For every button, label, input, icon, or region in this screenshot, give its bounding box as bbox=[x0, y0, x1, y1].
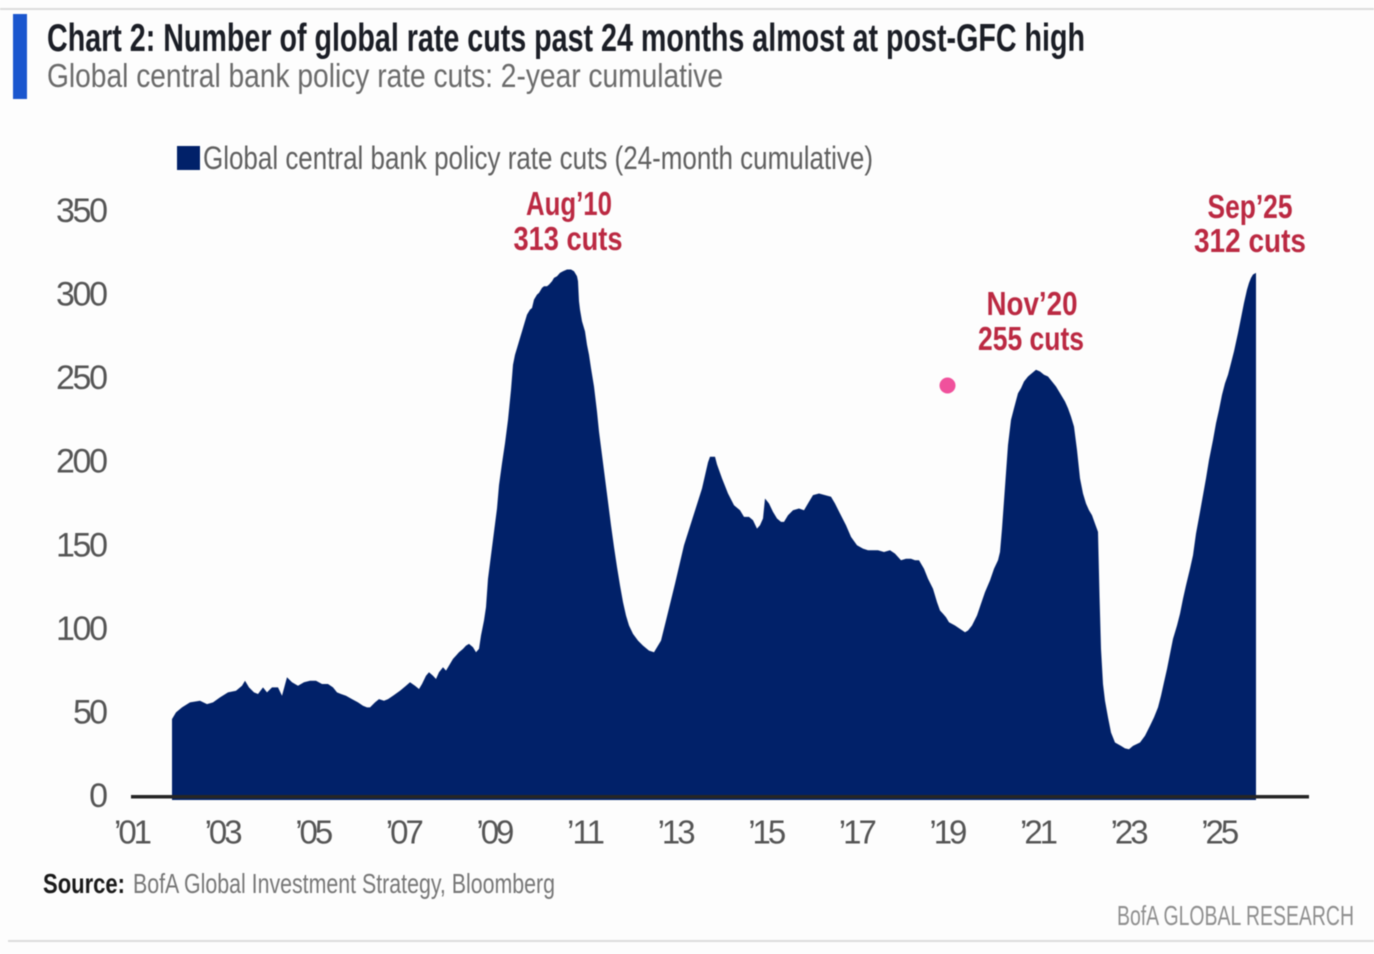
svg-text:50: 50 bbox=[73, 693, 108, 731]
svg-text:’07: ’07 bbox=[386, 814, 424, 851]
svg-text:Global central bank policy rat: Global central bank policy rate cuts (24… bbox=[203, 140, 873, 176]
svg-text:’21: ’21 bbox=[1020, 814, 1058, 851]
svg-text:250: 250 bbox=[56, 359, 108, 397]
svg-text:’11: ’11 bbox=[567, 814, 605, 851]
svg-text:’09: ’09 bbox=[476, 814, 514, 851]
svg-text:312 cuts: 312 cuts bbox=[1194, 222, 1306, 259]
svg-text:’17: ’17 bbox=[839, 814, 877, 851]
svg-text:Source:BofA Global Investment: Source: BofA Global Investment Strategy, … bbox=[43, 868, 555, 899]
svg-text:’15: ’15 bbox=[748, 814, 786, 851]
svg-text:150: 150 bbox=[56, 526, 108, 564]
svg-text:’23: ’23 bbox=[1111, 814, 1149, 851]
svg-text:’19: ’19 bbox=[929, 814, 967, 851]
svg-text:Aug’10: Aug’10 bbox=[526, 185, 612, 222]
svg-text:’01: ’01 bbox=[114, 814, 152, 851]
svg-text:’25: ’25 bbox=[1201, 814, 1239, 851]
svg-text:Chart 2: Number of global rate: Chart 2: Number of global rate cuts past… bbox=[47, 17, 1085, 60]
svg-text:350: 350 bbox=[56, 192, 108, 230]
svg-text:100: 100 bbox=[56, 610, 108, 648]
svg-text:Nov’20: Nov’20 bbox=[987, 285, 1078, 322]
svg-text:Global central bank policy rat: Global central bank policy rate cuts: 2-… bbox=[47, 57, 723, 94]
svg-text:Sep’25: Sep’25 bbox=[1208, 188, 1293, 225]
svg-text:’05: ’05 bbox=[295, 814, 333, 851]
svg-text:313 cuts: 313 cuts bbox=[514, 220, 623, 257]
svg-text:’13: ’13 bbox=[658, 814, 696, 851]
svg-text:255 cuts: 255 cuts bbox=[978, 320, 1084, 357]
svg-text:’03: ’03 bbox=[205, 814, 243, 851]
svg-text:0: 0 bbox=[89, 777, 108, 815]
svg-text:300: 300 bbox=[56, 276, 108, 314]
svg-text:BofA GLOBAL RESEARCH: BofA GLOBAL RESEARCH bbox=[1117, 900, 1354, 931]
svg-text:200: 200 bbox=[56, 443, 108, 481]
